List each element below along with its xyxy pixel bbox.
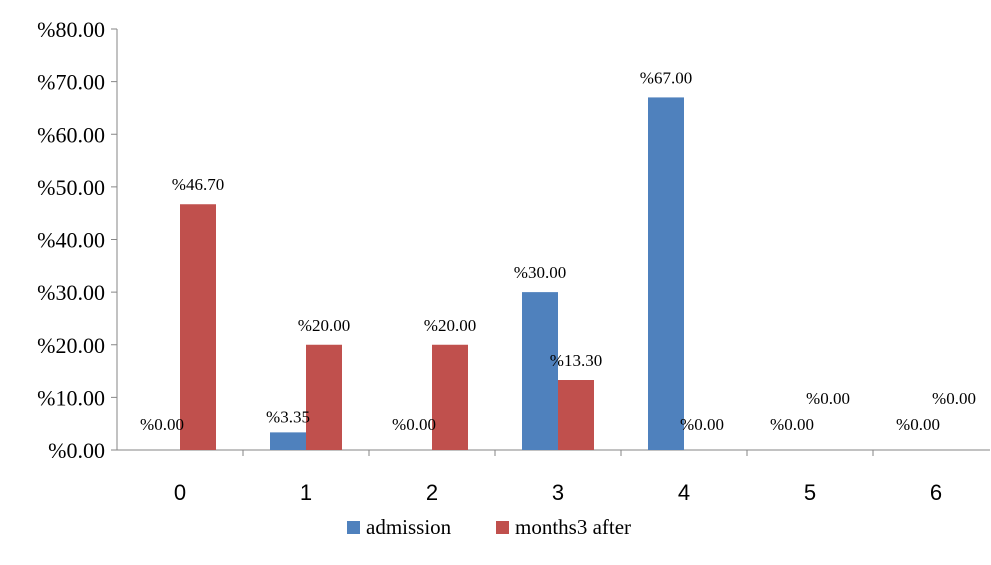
legend: admission months3 after	[347, 515, 631, 539]
legend-swatch-admission	[347, 521, 360, 534]
data-label-admission: %0.00	[770, 415, 814, 434]
x-tick-label: 2	[426, 480, 438, 505]
y-tick-label: %10.00	[37, 385, 105, 410]
x-tick-label: 6	[930, 480, 942, 505]
x-tick-label: 3	[552, 480, 564, 505]
data-labels: %0.00 %46.70 %3.35 %20.00 %0.00 %20.00 %30.00%…	[140, 68, 976, 434]
bar-admission	[522, 292, 558, 450]
data-label-months3-after: %46.70	[172, 175, 224, 194]
y-tick-label: %20.00	[37, 333, 105, 358]
data-label-months3-after: %0.00	[680, 415, 724, 434]
x-axis: 0 1 2 3 4 5 6	[117, 449, 990, 505]
data-label-months3-after: %20.00	[298, 316, 350, 335]
y-tick-label: %80.00	[37, 17, 105, 42]
data-label-months3-after: %20.00	[424, 316, 476, 335]
y-tick-label: %40.00	[37, 228, 105, 253]
data-label-admission: %0.00	[392, 415, 436, 434]
y-tick-label: %30.00	[37, 280, 105, 305]
x-tick-label: 4	[678, 480, 690, 505]
data-label-admission: %0.00	[140, 415, 184, 434]
y-tick-label: %60.00	[37, 122, 105, 147]
legend-swatch-months3-after	[496, 521, 509, 534]
bar-months3-after	[432, 344, 468, 450]
bars	[180, 97, 684, 450]
bar-months3-after	[558, 380, 594, 450]
data-label-admission: %30.00	[514, 263, 566, 282]
data-label-admission: %67.00	[640, 68, 692, 87]
y-tick-label: %50.00	[37, 175, 105, 200]
data-label-months3-after: %0.00	[806, 389, 850, 408]
x-tick-label: 0	[174, 480, 186, 505]
data-label-months3-after: %0.00	[932, 389, 976, 408]
bar-admission	[270, 432, 306, 450]
y-axis: %0.00 %10.00 %20.00 %30.00 %40.00 %50.00 %60.0…	[37, 17, 118, 463]
y-tick-label: %0.00	[48, 438, 105, 463]
data-label-admission: %0.00	[896, 415, 940, 434]
legend-label-admission: admission	[366, 515, 452, 539]
bar-months3-after	[180, 204, 216, 450]
bar-months3-after	[306, 344, 342, 450]
x-tick-label: 1	[300, 480, 312, 505]
data-label-admission: %3.35	[266, 407, 310, 426]
legend-label-months3-after: months3 after	[515, 515, 631, 539]
bar-admission	[648, 97, 684, 450]
data-label-months3-after: %13.30	[550, 351, 602, 370]
x-tick-label: 5	[804, 480, 816, 505]
y-tick-label: %70.00	[37, 70, 105, 95]
